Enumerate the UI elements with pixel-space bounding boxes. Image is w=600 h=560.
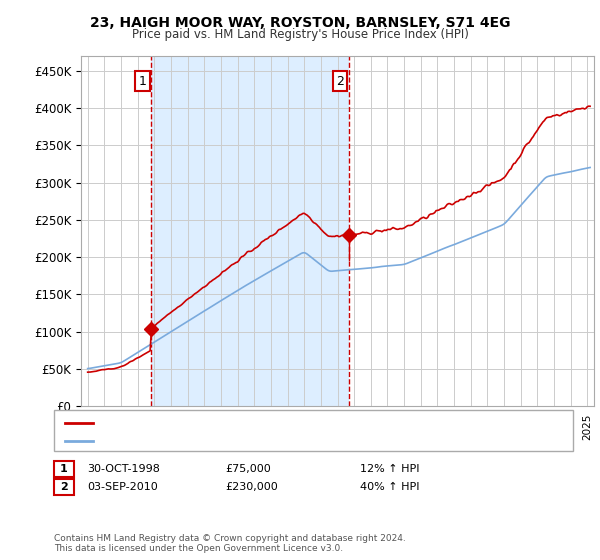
Text: 23, HAIGH MOOR WAY, ROYSTON, BARNSLEY, S71 4EG (detached house): 23, HAIGH MOOR WAY, ROYSTON, BARNSLEY, S… xyxy=(99,418,461,428)
Text: 1: 1 xyxy=(60,464,68,474)
Text: 23, HAIGH MOOR WAY, ROYSTON, BARNSLEY, S71 4EG: 23, HAIGH MOOR WAY, ROYSTON, BARNSLEY, S… xyxy=(90,16,510,30)
Text: 12% ↑ HPI: 12% ↑ HPI xyxy=(360,464,419,474)
Bar xyxy=(151,56,349,406)
Text: £75,000: £75,000 xyxy=(225,464,271,474)
Text: 2: 2 xyxy=(60,482,68,492)
Text: 1: 1 xyxy=(139,74,146,87)
Text: 30-OCT-1998: 30-OCT-1998 xyxy=(87,464,160,474)
Text: HPI: Average price, detached house, Barnsley: HPI: Average price, detached house, Barn… xyxy=(99,436,327,446)
Text: 40% ↑ HPI: 40% ↑ HPI xyxy=(360,482,419,492)
Text: 03-SEP-2010: 03-SEP-2010 xyxy=(87,482,158,492)
Text: 2: 2 xyxy=(336,74,344,87)
Text: Contains HM Land Registry data © Crown copyright and database right 2024.
This d: Contains HM Land Registry data © Crown c… xyxy=(54,534,406,553)
Text: Price paid vs. HM Land Registry's House Price Index (HPI): Price paid vs. HM Land Registry's House … xyxy=(131,28,469,41)
Text: £230,000: £230,000 xyxy=(225,482,278,492)
